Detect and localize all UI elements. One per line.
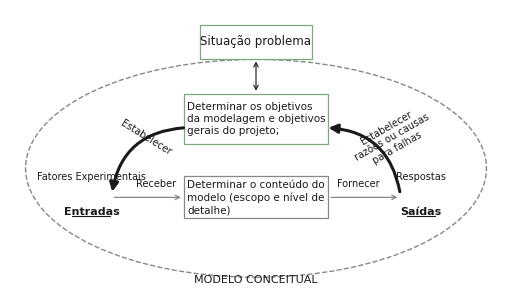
Text: Saídas: Saídas (400, 207, 441, 217)
FancyBboxPatch shape (200, 25, 312, 59)
Text: Entradas: Entradas (63, 207, 119, 217)
Text: Respostas: Respostas (396, 172, 445, 182)
FancyArrowPatch shape (111, 128, 184, 188)
FancyBboxPatch shape (184, 94, 328, 144)
Text: Fatores Experimentais: Fatores Experimentais (37, 172, 146, 182)
FancyBboxPatch shape (184, 176, 328, 218)
Text: Estabelecer
razões ou causas
para falhas: Estabelecer razões ou causas para falhas (347, 102, 437, 173)
Text: Determinar o conteúdo do
modelo (escopo e nível de
detalhe): Determinar o conteúdo do modelo (escopo … (187, 180, 325, 215)
Text: Fornecer: Fornecer (337, 179, 380, 189)
Text: Estabelecer: Estabelecer (119, 118, 173, 157)
FancyArrowPatch shape (332, 125, 400, 192)
Text: MODELO CONCEITUAL: MODELO CONCEITUAL (194, 275, 318, 285)
Text: Receber: Receber (136, 179, 176, 189)
Text: Determinar os objetivos
da modelagem e objetivos
gerais do projeto;: Determinar os objetivos da modelagem e o… (187, 102, 325, 136)
Text: Situação problema: Situação problema (201, 36, 311, 49)
